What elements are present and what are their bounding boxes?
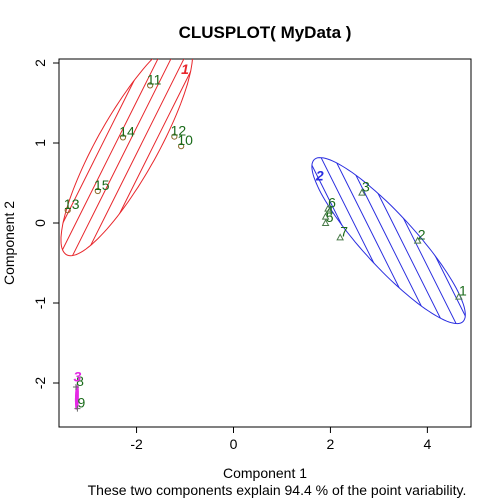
point-marker xyxy=(171,133,178,140)
point-marker xyxy=(358,188,366,196)
x-tick-label: 2 xyxy=(327,436,335,452)
point-label: 5 xyxy=(326,209,334,225)
point-marker xyxy=(64,207,71,214)
x-tick-label: 0 xyxy=(230,436,238,452)
point-marker xyxy=(336,233,344,241)
y-tick-label: 0 xyxy=(32,219,48,227)
y-tick-label: 2 xyxy=(32,59,48,67)
point-label: 6 xyxy=(328,195,336,211)
point-label: 11 xyxy=(147,71,162,87)
point-label: 9 xyxy=(78,395,86,411)
x-tick-label: -2 xyxy=(130,436,143,452)
x-tick-label: 4 xyxy=(423,436,431,452)
point-marker xyxy=(72,384,79,390)
y-tick-label: -2 xyxy=(32,377,48,390)
plot-frame xyxy=(58,58,472,428)
point-marker xyxy=(94,187,101,195)
point-label: 1 xyxy=(459,283,467,299)
y-axis: -2 -1 0 1 2 xyxy=(32,59,60,390)
point-marker xyxy=(321,218,330,226)
point-label: 13 xyxy=(64,196,80,212)
point-label: 15 xyxy=(94,177,110,193)
point-marker xyxy=(119,134,127,141)
cluster-label: 2 xyxy=(315,168,324,184)
point-label: 7 xyxy=(340,223,348,239)
x-axis: -2 0 2 4 xyxy=(130,426,431,452)
point-marker xyxy=(178,143,185,150)
point-marker xyxy=(147,82,154,89)
y-tick-label: 1 xyxy=(32,139,48,147)
point-label: 2 xyxy=(418,227,426,243)
point-marker xyxy=(413,236,422,244)
y-tick-label: -1 xyxy=(32,297,48,310)
x-axis-label: Component 1 xyxy=(223,465,307,481)
point-marker xyxy=(74,405,81,412)
point-marker xyxy=(455,292,463,300)
point-label: 14 xyxy=(119,123,135,139)
y-axis-label: Component 2 xyxy=(1,201,17,285)
point-label: 3 xyxy=(362,179,370,195)
cluster-label: 1 xyxy=(181,61,189,77)
chart-title: CLUSPLOT( MyData ) xyxy=(179,23,352,42)
point-marker xyxy=(324,204,332,212)
chart-subtitle: These two components explain 94.4 % of t… xyxy=(88,482,467,498)
point-label: 10 xyxy=(177,132,193,148)
cluster-label: 3 xyxy=(74,368,82,384)
point-label: 12 xyxy=(171,123,187,139)
point-label: 8 xyxy=(76,373,84,389)
